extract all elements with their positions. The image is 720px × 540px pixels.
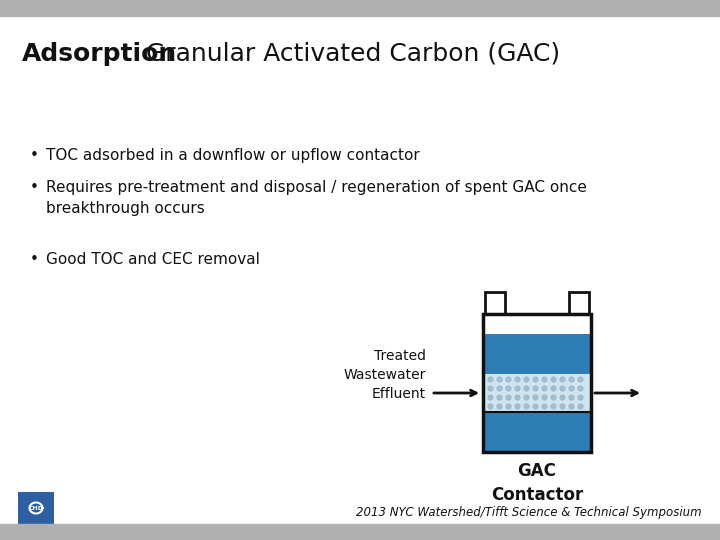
Bar [483, 334, 591, 374]
Bar [485, 292, 505, 314]
Text: Adsorption: Adsorption [22, 42, 177, 66]
Bar [18, 492, 54, 524]
Text: Good TOC and CEC removal: Good TOC and CEC removal [46, 252, 260, 267]
Bar [569, 292, 589, 314]
Bar [483, 444, 591, 452]
Text: Requires pre-treatment and disposal / regeneration of spent GAC once
breakthroug: Requires pre-treatment and disposal / re… [46, 180, 587, 216]
Text: Granular Activated Carbon (GAC): Granular Activated Carbon (GAC) [138, 42, 560, 66]
Text: GAC
Contactor: GAC Contactor [491, 462, 583, 504]
Text: •: • [30, 148, 39, 163]
Bar [0, 0, 720, 16]
Bar [483, 314, 591, 334]
Text: 2013 NYC Watershed/Tifft Science & Technical Symposium: 2013 NYC Watershed/Tifft Science & Techn… [356, 506, 702, 519]
Text: TOC adsorbed in a downflow or upflow contactor: TOC adsorbed in a downflow or upflow con… [46, 148, 420, 163]
Text: •: • [30, 252, 39, 267]
Bar [483, 374, 591, 412]
Bar [483, 314, 591, 452]
Text: •: • [30, 180, 39, 195]
Text: Treated
Wastewater
Effluent: Treated Wastewater Effluent [343, 348, 426, 402]
Text: CHD: CHD [29, 507, 43, 511]
Bar [0, 524, 720, 540]
Bar [483, 412, 591, 444]
